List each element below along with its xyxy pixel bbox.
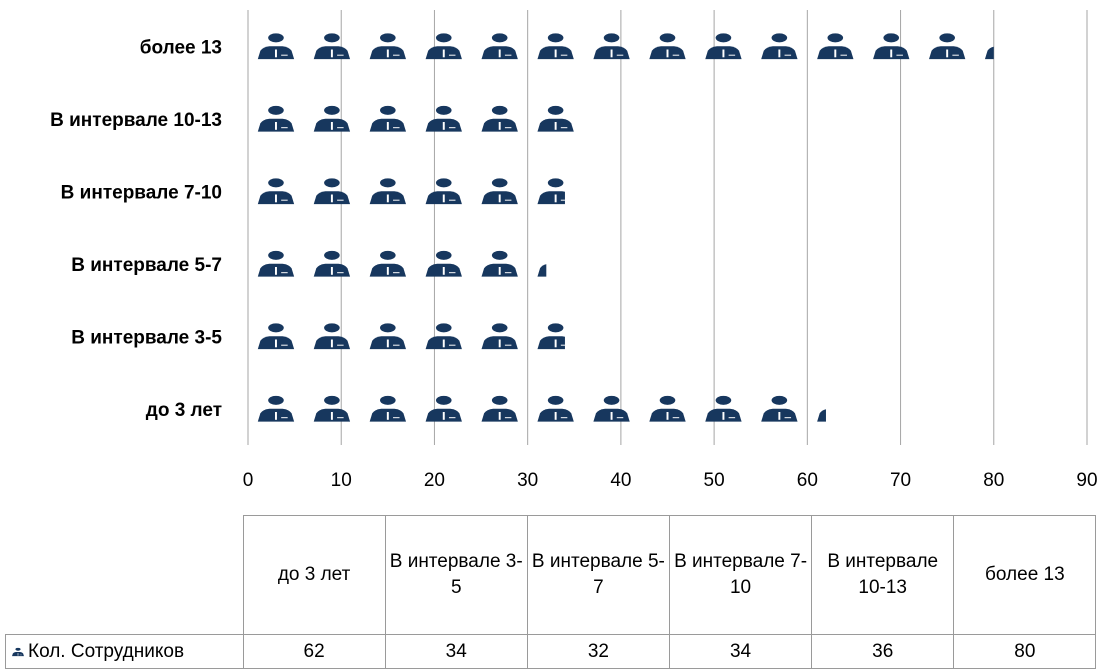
table-value-cell: 34 (384, 634, 528, 669)
person-icon (257, 105, 295, 132)
person-icon (313, 178, 351, 205)
table-corner-cell (5, 515, 244, 635)
person-icon (257, 323, 295, 350)
person-icon (257, 250, 295, 277)
category-label: В интервале 5-7 (71, 255, 222, 276)
person-icon (817, 395, 826, 422)
person-icon (481, 395, 518, 422)
table-value-cell: 36 (811, 634, 955, 669)
person-icon (873, 33, 910, 60)
person-icon (425, 105, 462, 132)
table-value-cell: 62 (242, 634, 386, 669)
person-icon (928, 33, 966, 60)
table-value-cell: 34 (668, 634, 813, 669)
person-icon (425, 250, 462, 277)
person-icon (481, 250, 518, 277)
category-labels: до 3 лет В интервале 3-5 В интервале 5-7 В … (50, 37, 222, 421)
person-icon (649, 33, 686, 60)
category-label: до 3 лет (146, 400, 222, 421)
table-header-cell: В интервале 7-10 (668, 515, 813, 635)
series-name: Кол. Сотрудников (28, 640, 185, 662)
person-icon (313, 33, 351, 60)
table-header-cell: В интервале 10-13 (811, 515, 955, 635)
person-icon (313, 250, 351, 277)
x-tick-label: 50 (704, 470, 725, 491)
x-tick-label: 60 (797, 470, 818, 491)
x-tick-label: 20 (424, 470, 445, 491)
data-table: до 3 лет В интервале 3-5 В интервале 5-7 В … (5, 515, 1097, 669)
person-icon (705, 395, 742, 422)
person-icon (369, 395, 407, 422)
person-icon (313, 395, 351, 422)
person-icon (425, 323, 462, 350)
table-header-cell: до 3 лет (242, 515, 386, 635)
person-icon (313, 323, 351, 350)
x-tick-label: 40 (610, 470, 631, 491)
bar (257, 395, 826, 422)
bar (257, 178, 565, 205)
table-value-row: Кол. Сотрудников 62 34 32 34 36 80 (5, 634, 1097, 669)
x-tick-label: 90 (1076, 470, 1097, 491)
category-label: В интервале 10-13 (50, 110, 222, 131)
person-icon (369, 323, 407, 350)
table-header-cell: более 13 (953, 515, 1097, 635)
category-label: В интервале 3-5 (71, 327, 222, 348)
person-icon (537, 395, 574, 422)
person-icon (537, 178, 565, 205)
person-icon (593, 395, 630, 422)
bar (257, 33, 994, 60)
table-value-cell: 80 (953, 634, 1097, 669)
bar (257, 323, 565, 350)
person-icon (313, 105, 351, 132)
x-axis-tick-labels: 0 10 20 30 40 50 60 70 80 90 (243, 470, 1098, 491)
x-tick-label: 80 (983, 470, 1004, 491)
bars (257, 33, 994, 422)
person-icon (481, 178, 518, 205)
person-icon (537, 250, 547, 277)
person-icon (537, 105, 574, 132)
table-header-cell: В интервале 3-5 (384, 515, 528, 635)
person-icon (425, 178, 462, 205)
person-icon (425, 33, 462, 60)
person-icon (817, 33, 854, 60)
person-icon (537, 33, 574, 60)
x-tick-label: 10 (331, 470, 352, 491)
person-icon (425, 395, 462, 422)
category-label: В интервале 7-10 (61, 182, 222, 203)
x-tick-label: 0 (243, 470, 254, 491)
x-tick-label: 30 (517, 470, 538, 491)
person-icon (369, 178, 407, 205)
person-icon (481, 323, 518, 350)
x-tick-label: 70 (890, 470, 911, 491)
bar (257, 250, 547, 277)
person-icon (984, 33, 994, 60)
person-icon (369, 250, 407, 277)
pictogram-bar-chart: до 3 лет В интервале 3-5 В интервале 5-7 В … (50, 10, 1098, 491)
person-icon (537, 323, 565, 350)
table-header-row: до 3 лет В интервале 3-5 В интервале 5-7 В … (5, 515, 1097, 635)
table-header-cell: В интервале 5-7 (526, 515, 670, 635)
person-icon (257, 33, 295, 60)
grid-lines (247, 10, 1088, 445)
person-icon (481, 105, 518, 132)
person-icon (369, 33, 407, 60)
category-label: более 13 (140, 37, 222, 58)
person-icon (649, 395, 686, 422)
person-legend-icon (12, 642, 24, 654)
table-value-cell: 32 (526, 634, 670, 669)
person-icon (705, 33, 742, 60)
table-row-header: Кол. Сотрудников (5, 634, 244, 669)
bar (257, 105, 574, 132)
person-icon (761, 395, 798, 422)
person-icon (257, 178, 295, 205)
person-icon (481, 33, 518, 60)
person-icon (593, 33, 630, 60)
person-icon (257, 395, 295, 422)
person-icon (761, 33, 798, 60)
person-icon (369, 105, 407, 132)
